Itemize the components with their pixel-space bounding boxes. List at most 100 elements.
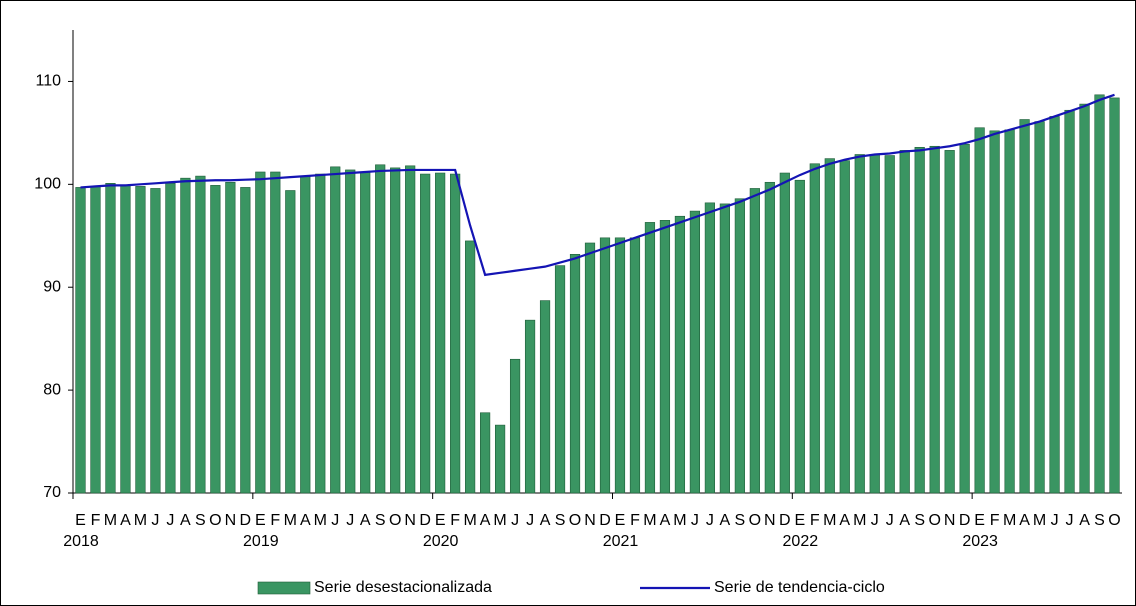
x-tick-label: D [599, 512, 611, 529]
bar [659, 220, 671, 494]
x-tick-label: S [1094, 512, 1105, 529]
x-tick-label: A [360, 512, 371, 529]
bar [360, 171, 371, 494]
x-tick-label: M [853, 512, 866, 529]
bar [1019, 119, 1030, 494]
bar [480, 412, 491, 494]
bar [135, 186, 146, 494]
x-tick-label: S [195, 512, 206, 529]
x-tick-label: M [673, 512, 686, 529]
bar [749, 188, 760, 494]
bar [494, 424, 506, 494]
bar [1079, 103, 1090, 494]
bar [180, 177, 191, 494]
x-tick-label: A [540, 512, 551, 529]
x-tick-label: E [974, 512, 985, 529]
bar [644, 222, 656, 494]
x-tick-label: M [493, 512, 506, 529]
x-tick-label: J [691, 512, 699, 529]
bar [1109, 97, 1120, 494]
x-tick-label: S [555, 512, 566, 529]
x-tick-label: E [255, 512, 266, 529]
x-tick-label: F [450, 512, 460, 529]
year-label: 2021 [603, 533, 639, 550]
bar [240, 187, 251, 494]
bar [554, 265, 566, 494]
x-tick-label: M [823, 512, 836, 529]
year-label: 2018 [63, 533, 99, 550]
bar [629, 237, 641, 494]
x-tick-label: E [794, 512, 805, 529]
x-tick-label: F [91, 512, 101, 529]
x-tick-label: A [480, 512, 491, 529]
x-tick-label: A [1079, 512, 1090, 529]
bar [75, 187, 86, 494]
x-tick-label: S [914, 512, 925, 529]
bar [1004, 129, 1015, 494]
x-tick-label: A [1019, 512, 1030, 529]
x-tick-label: E [435, 512, 446, 529]
x-tick-label: O [928, 512, 940, 529]
bar [150, 188, 161, 494]
bar [1094, 94, 1105, 494]
legend-label: Serie de tendencia-ciclo [714, 579, 885, 596]
bar [809, 163, 820, 494]
bar [779, 172, 790, 494]
x-tick-label: J [511, 512, 519, 529]
x-tick-label: A [899, 512, 910, 529]
bar [599, 237, 611, 494]
x-tick-label: N [225, 512, 237, 529]
bar [719, 203, 730, 494]
bar [195, 175, 206, 494]
bar [929, 145, 940, 494]
bar [899, 150, 910, 494]
x-tick-label: F [630, 512, 640, 529]
x-tick-label: A [720, 512, 731, 529]
x-tick-label: D [959, 512, 971, 529]
x-tick-label: O [209, 512, 221, 529]
x-tick-label: A [120, 512, 131, 529]
x-tick-label: J [1051, 512, 1059, 529]
x-tick-label: A [180, 512, 191, 529]
x-tick-label: F [270, 512, 280, 529]
bar [524, 319, 536, 494]
bar [674, 215, 686, 494]
bar [405, 165, 416, 494]
x-tick-label: N [584, 512, 596, 529]
bar [450, 173, 461, 494]
x-tick-label: F [810, 512, 820, 529]
x-tick-label: M [104, 512, 117, 529]
bar [330, 166, 341, 494]
bar [270, 171, 281, 494]
bar [989, 130, 1000, 494]
x-tick-label: J [346, 512, 354, 529]
x-tick-label: M [1033, 512, 1046, 529]
bar [869, 154, 880, 494]
x-tick-label: O [749, 512, 761, 529]
bar [854, 154, 865, 494]
bar [120, 185, 131, 494]
bar [435, 172, 446, 494]
legend-swatch [257, 581, 311, 595]
x-tick-label: F [990, 512, 1000, 529]
year-label: 2023 [962, 533, 998, 550]
x-tick-label: N [404, 512, 416, 529]
y-tick-label: 70 [43, 484, 61, 501]
x-tick-label: A [839, 512, 850, 529]
x-tick-label: S [375, 512, 386, 529]
bar [1049, 116, 1060, 494]
bar [210, 185, 221, 494]
x-tick-label: O [389, 512, 401, 529]
bar [569, 253, 581, 494]
bar [390, 167, 401, 494]
x-tick-label: O [1108, 512, 1120, 529]
x-tick-label: M [314, 512, 327, 529]
bar [165, 183, 176, 494]
bar [1064, 109, 1075, 494]
trend-line [80, 93, 1115, 277]
y-tick-label: 90 [43, 278, 61, 295]
x-tick-label: J [151, 512, 159, 529]
y-tick-label: 100 [34, 176, 61, 193]
year-label: 2020 [423, 533, 459, 550]
